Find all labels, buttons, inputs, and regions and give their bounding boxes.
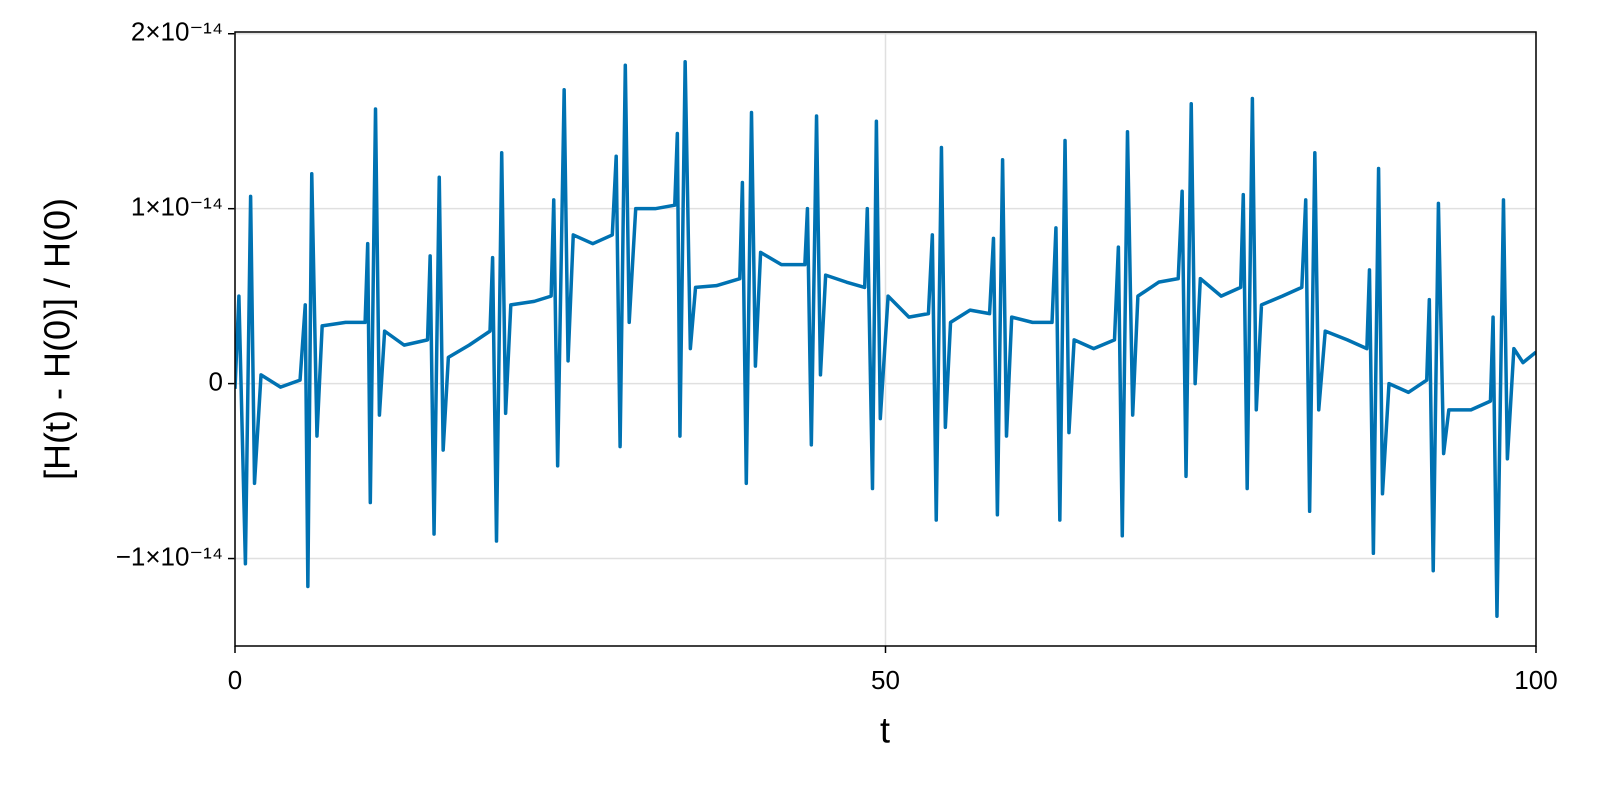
- data-line: [235, 59, 1536, 619]
- x-tick-label: 0: [228, 665, 242, 695]
- x-tick-label: 50: [871, 665, 900, 695]
- y-tick-label: −1×10⁻¹⁴: [116, 541, 223, 571]
- plot-frame: [234, 31, 1537, 647]
- y-tick-label: 0: [209, 366, 223, 396]
- x-axis-label: t: [880, 710, 890, 751]
- y-tick-label: 2×10⁻¹⁴: [131, 17, 223, 47]
- x-tick-label: 100: [1514, 665, 1557, 695]
- y-axis-label: [H(t) - H(0)] / H(0): [37, 198, 78, 480]
- y-tick-label: 1×10⁻¹⁴: [131, 192, 223, 222]
